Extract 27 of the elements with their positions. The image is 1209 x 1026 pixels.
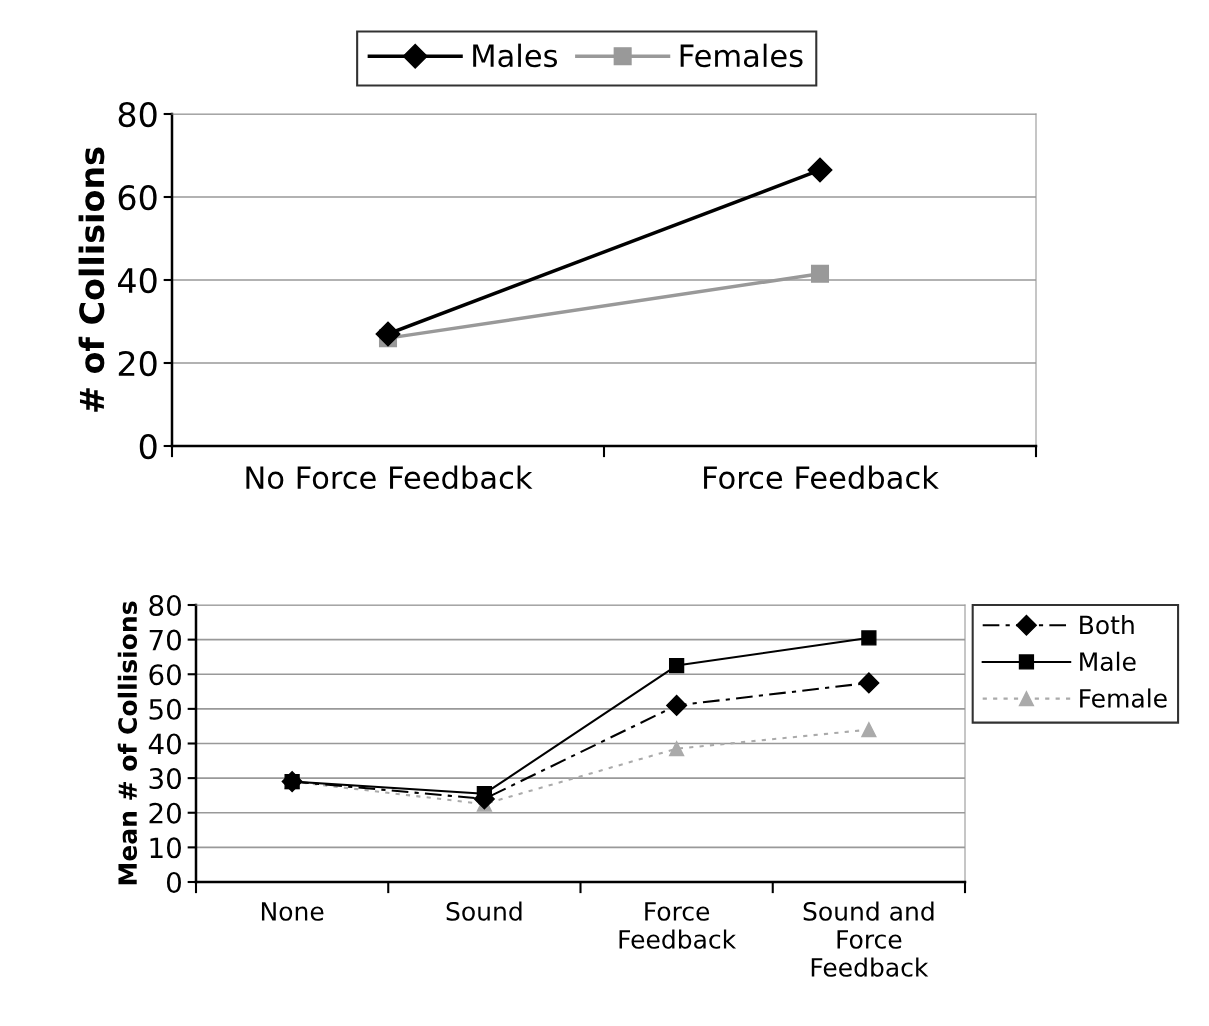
y-tick-label: 40	[148, 733, 181, 755]
legend-label: Female	[1080, 688, 1167, 708]
y-tick-label: 40	[118, 267, 157, 294]
y-axis-title: Mean # of Collisions	[117, 601, 138, 885]
x-tick-label: Sound	[446, 901, 522, 921]
y-axis-title: # of Collisions	[78, 147, 105, 412]
x-tick-label: None	[261, 902, 324, 921]
y-tick-label: 70	[149, 629, 181, 651]
y-tick-label: 0	[139, 433, 157, 460]
y-tick-label: 80	[149, 594, 181, 616]
legend-label: Males	[473, 43, 558, 68]
legend-label: Females	[680, 43, 803, 68]
y-tick-label: 20	[149, 802, 181, 824]
y-tick-label: 30	[149, 768, 181, 790]
legend-label: Male	[1080, 651, 1136, 672]
y-tick-label: 10	[150, 837, 181, 859]
y-tick-label: 80	[118, 101, 157, 128]
y-tick-label: 60	[118, 184, 157, 211]
y-tick-label: 60	[149, 664, 181, 686]
y-tick-label: 50	[149, 698, 181, 720]
y-tick-label: 0	[166, 871, 181, 893]
x-tick-label: Force Feedback	[704, 465, 939, 490]
x-tick-label: Sound and Force Feedback	[803, 901, 934, 977]
x-tick-label: No Force Feedback	[246, 465, 533, 490]
x-tick-label: Force Feedback	[619, 902, 737, 949]
y-tick-label: 20	[118, 350, 157, 377]
legend-label: Both	[1080, 615, 1134, 635]
